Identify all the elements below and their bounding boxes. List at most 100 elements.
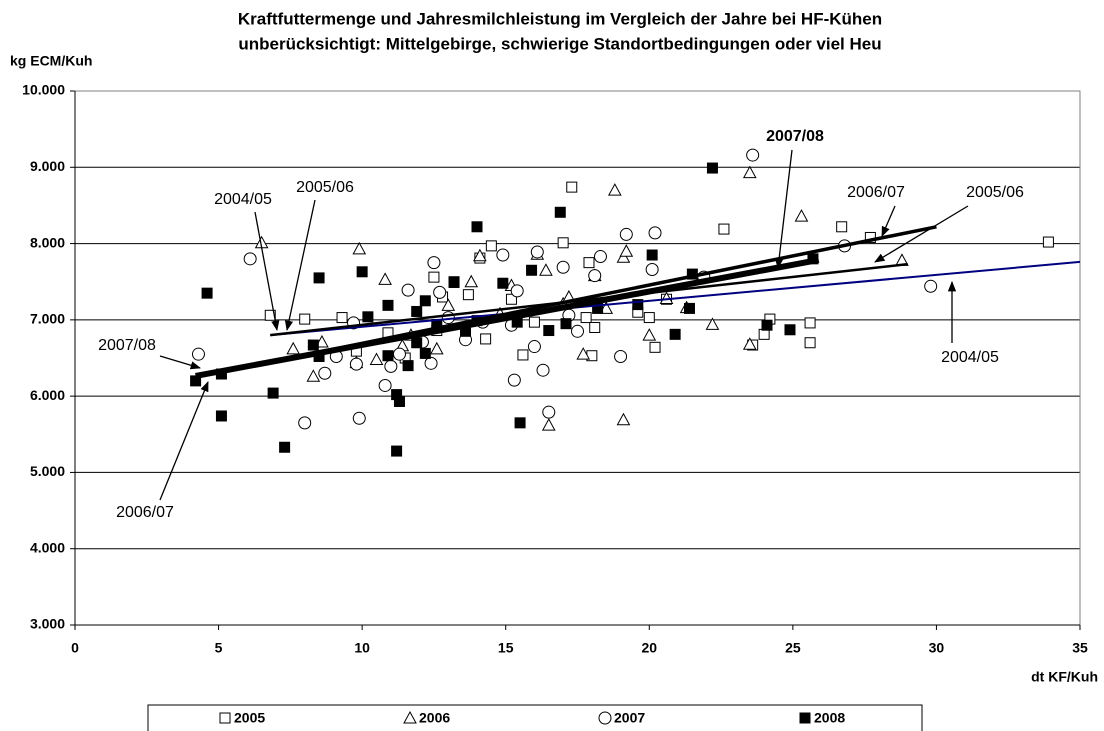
- point: [480, 333, 492, 345]
- point: [761, 319, 773, 331]
- point: [718, 223, 730, 235]
- point: [589, 321, 601, 333]
- legend-box: [147, 704, 923, 731]
- legend-label: 2007: [614, 710, 645, 726]
- point: [402, 360, 414, 372]
- point: [619, 227, 633, 241]
- point: [510, 284, 524, 298]
- point: [560, 318, 572, 330]
- y-tick-label: 9.000: [30, 158, 65, 174]
- point: [505, 293, 517, 305]
- point: [588, 269, 602, 283]
- trend-label: 2006/07: [116, 504, 174, 521]
- point: [614, 349, 628, 363]
- point: [419, 295, 431, 307]
- point: [378, 272, 392, 285]
- point: [393, 395, 405, 407]
- annotation-arrow: [774, 149, 793, 270]
- point: [384, 359, 398, 373]
- point: [313, 272, 325, 284]
- point: [742, 337, 757, 350]
- point: [705, 317, 720, 330]
- point: [411, 305, 423, 317]
- y-tick-label: 7.000: [30, 311, 65, 327]
- point: [471, 221, 483, 233]
- legend-marker: [403, 710, 417, 724]
- y-tick-label: 3.000: [30, 616, 65, 632]
- point: [542, 405, 556, 419]
- point: [485, 240, 497, 252]
- point: [299, 313, 311, 325]
- point: [215, 410, 227, 422]
- point: [401, 283, 415, 297]
- point: [349, 357, 363, 371]
- point: [411, 337, 423, 349]
- point: [646, 249, 658, 261]
- point: [599, 301, 614, 314]
- point: [336, 312, 348, 324]
- point: [746, 148, 760, 162]
- y-tick-label: 6.000: [30, 387, 65, 403]
- point: [429, 341, 444, 355]
- annotation-arrow: [159, 355, 201, 370]
- point: [571, 324, 584, 338]
- trend-line: [270, 260, 1081, 337]
- point: [616, 250, 631, 263]
- trend-label: 2004/05: [214, 191, 272, 208]
- point: [619, 244, 634, 257]
- point: [683, 302, 695, 314]
- point: [543, 325, 555, 337]
- chart-title: Kraftfuttermenge und Jahresmilchleistung…: [238, 9, 882, 28]
- point: [433, 285, 447, 299]
- point: [286, 341, 301, 355]
- point: [298, 416, 312, 430]
- x-tick-label: 25: [785, 640, 801, 656]
- point: [616, 412, 631, 426]
- point: [669, 328, 681, 340]
- point: [804, 337, 816, 349]
- trend-label: 2007/08: [766, 128, 824, 145]
- trend-line: [270, 262, 908, 337]
- point: [526, 264, 538, 276]
- point: [576, 347, 591, 360]
- point: [191, 347, 205, 361]
- point: [267, 387, 279, 399]
- legend-label: 2005: [234, 710, 265, 726]
- point: [527, 340, 541, 354]
- point: [382, 299, 394, 311]
- trend-label: 2005/06: [296, 179, 354, 196]
- point: [391, 445, 403, 457]
- y-tick-label: 10.000: [22, 82, 65, 98]
- point: [306, 369, 321, 382]
- point: [352, 411, 366, 425]
- point: [318, 366, 332, 380]
- annotation-arrow: [254, 211, 280, 332]
- legend-marker: [219, 712, 231, 724]
- point: [428, 271, 440, 283]
- point: [659, 291, 674, 304]
- x-tick-label: 20: [641, 640, 657, 656]
- x-axis-title: dt KF/Kuh: [1031, 669, 1098, 685]
- point: [924, 279, 938, 293]
- point: [356, 266, 368, 278]
- point: [448, 276, 460, 288]
- point: [427, 256, 441, 270]
- point: [648, 226, 662, 240]
- x-tick-label: 30: [929, 640, 945, 656]
- point: [517, 349, 529, 361]
- point: [530, 245, 544, 259]
- point: [382, 350, 394, 362]
- x-tick-label: 0: [71, 640, 79, 656]
- point: [419, 347, 431, 359]
- point: [352, 241, 367, 255]
- point: [645, 263, 659, 277]
- point: [583, 257, 595, 269]
- point: [507, 373, 521, 387]
- y-tick-label: 4.000: [30, 539, 65, 555]
- point: [554, 206, 566, 218]
- annotation-arrow: [159, 381, 209, 501]
- point: [556, 260, 570, 274]
- point: [497, 277, 509, 289]
- point: [496, 248, 510, 262]
- trend-label: 2005/06: [966, 184, 1024, 201]
